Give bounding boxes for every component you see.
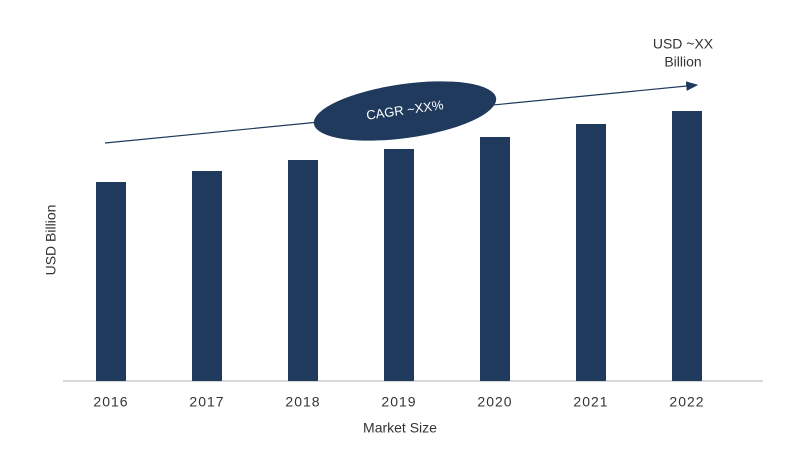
- x-tick-label: 2016: [93, 394, 128, 410]
- bar: [576, 124, 606, 381]
- bar: [96, 182, 126, 381]
- x-tick-label: 2018: [285, 394, 320, 410]
- x-tick-label: 2017: [189, 394, 224, 410]
- annotation: Billion: [664, 54, 701, 70]
- bar: [288, 160, 318, 381]
- bar: [192, 171, 222, 381]
- bar: [672, 111, 702, 381]
- x-axis-label: Market Size: [363, 420, 437, 436]
- x-tick-label: 2020: [477, 394, 512, 410]
- cagr-ellipse: [313, 81, 497, 141]
- annotation: USD ~XX: [653, 36, 714, 52]
- bar: [480, 137, 510, 381]
- x-tick-label: 2021: [573, 394, 608, 410]
- x-tick-label: 2019: [381, 394, 416, 410]
- y-axis-label: USD Billion: [43, 205, 59, 276]
- bar: [384, 149, 414, 381]
- x-tick-label: 2022: [669, 394, 704, 410]
